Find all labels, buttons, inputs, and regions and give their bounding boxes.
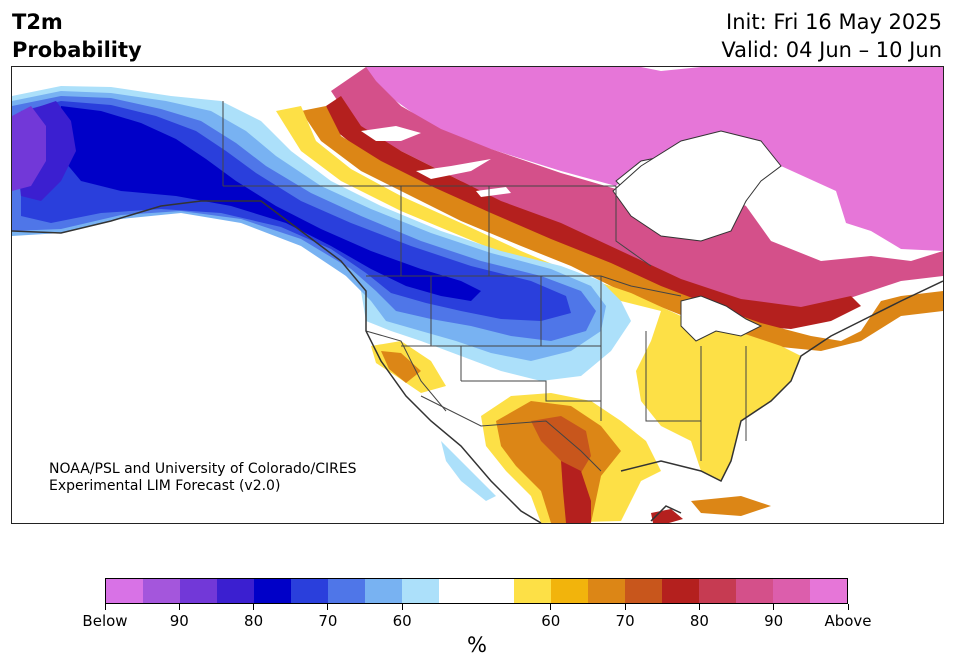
colorbar-segment <box>180 579 218 603</box>
credit-line-2: Experimental LIM Forecast (v2.0) <box>49 478 281 494</box>
colorbar-tick-label: 80 <box>244 612 264 630</box>
above-65-region-south <box>496 401 621 523</box>
below-90-band <box>12 106 46 191</box>
colorbar-segment <box>735 579 773 603</box>
colorbar-segment <box>550 579 588 603</box>
coastlines <box>12 200 943 523</box>
colorbar-tick <box>773 604 775 610</box>
colorbar-segment <box>365 579 403 603</box>
colorbar-segment <box>402 579 440 603</box>
political-borders <box>222 101 747 472</box>
colorbar-tick <box>401 604 403 610</box>
colorbar-tick-label: 90 <box>764 612 784 630</box>
above-70-region-south <box>531 416 591 481</box>
colorbar-tick-label: 80 <box>689 612 709 630</box>
above-65-region-california <box>381 351 421 383</box>
colorbar-segment <box>772 579 810 603</box>
map-title: T2m Probability <box>12 8 142 64</box>
colorbar-tick-label: 70 <box>318 612 338 630</box>
colorbar-tick-label: 60 <box>392 612 412 630</box>
colorbar-tick-label: 90 <box>169 612 189 630</box>
great-bear-lake <box>361 126 421 141</box>
great-lakes <box>680 295 763 342</box>
colorbar-segment <box>809 579 847 603</box>
colorbar-segment <box>328 579 366 603</box>
great-slave-lake <box>416 159 491 179</box>
above-65-band <box>301 106 943 351</box>
greenland-white <box>612 130 782 242</box>
colorbar-tick <box>698 604 700 610</box>
colorbar-tick <box>550 604 552 610</box>
colorbar-segment <box>217 579 255 603</box>
colorbar-segment <box>513 579 551 603</box>
colorbar-segment <box>476 579 514 603</box>
colorbar-segment <box>661 579 699 603</box>
colorbar-tick <box>624 604 626 610</box>
credit-text: NOAA/PSL and University of Colorado/CIRE… <box>49 461 357 495</box>
colorbar-segment <box>439 579 477 603</box>
colorbar-segment <box>254 579 292 603</box>
above-65-region-caribbean <box>691 496 771 516</box>
colorbar-tick <box>178 604 180 610</box>
colorbar-tick <box>104 604 106 610</box>
colorbar-tick <box>847 604 849 610</box>
init-date: Init: Fri 16 May 2025 <box>726 10 942 34</box>
above-80-region-south <box>561 461 591 523</box>
colorbar-segment <box>624 579 662 603</box>
colorbar-segment <box>291 579 329 603</box>
colorbar-segment <box>143 579 181 603</box>
credit-line-1: NOAA/PSL and University of Colorado/CIRE… <box>49 461 357 477</box>
colorbar-tick-label: Above <box>824 612 872 630</box>
colorbar-tick-label: 60 <box>541 612 561 630</box>
colorbar-segment <box>698 579 736 603</box>
forecast-dates: Init: Fri 16 May 2025 Valid: 04 Jun – 10… <box>721 8 942 64</box>
forecast-map <box>11 66 944 524</box>
colorbar-tick-label: 70 <box>615 612 635 630</box>
colorbar-segment <box>106 579 144 603</box>
below-80-band <box>56 106 481 301</box>
above-60-band <box>276 106 801 481</box>
colorbar-units: % <box>467 633 487 657</box>
lake-athabasca <box>476 187 511 197</box>
valid-period: Valid: 04 Jun – 10 Jun <box>721 38 942 62</box>
colorbar-segment <box>587 579 625 603</box>
above-70-band <box>326 96 861 329</box>
map-canvas <box>12 67 943 523</box>
product-label: Probability <box>12 38 142 62</box>
colorbar-tick-label: Below <box>82 612 128 630</box>
probability-colorbar <box>105 578 848 604</box>
below-60-region-mexico <box>441 441 496 501</box>
variable-label: T2m <box>12 10 63 34</box>
colorbar-tick <box>327 604 329 610</box>
colorbar-tick <box>253 604 255 610</box>
